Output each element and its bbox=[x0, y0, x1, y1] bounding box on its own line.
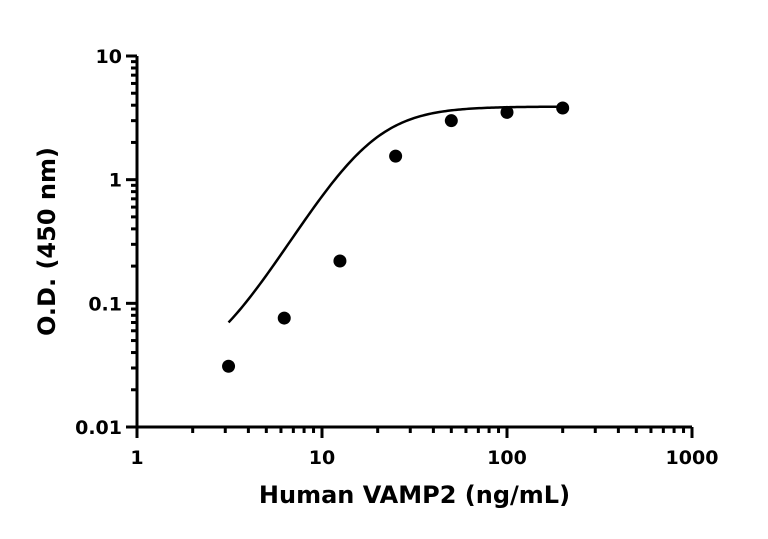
data-point bbox=[277, 311, 291, 325]
x-axis-title: Human VAMP2 (ng/mL) bbox=[259, 481, 570, 509]
y-tick-label: 10 bbox=[96, 46, 122, 68]
y-tick-label: 0.01 bbox=[75, 417, 122, 439]
y-tick-label: 0.1 bbox=[88, 293, 122, 315]
data-point bbox=[556, 101, 570, 115]
x-tick-label: 1 bbox=[130, 447, 143, 469]
y-tick-label: 1 bbox=[109, 170, 122, 192]
data-point bbox=[389, 149, 403, 163]
data-point bbox=[222, 359, 236, 373]
x-tick-label: 100 bbox=[487, 447, 527, 469]
y-axis-title: O.D. (450 nm) bbox=[33, 147, 61, 336]
fit-curve-layer bbox=[227, 105, 563, 324]
fit-curve bbox=[227, 105, 563, 324]
data-point bbox=[333, 254, 347, 268]
data-point bbox=[444, 114, 458, 128]
data-points bbox=[222, 101, 570, 373]
axes: 1 10 100 1000 0.01 0.1 1 10 bbox=[75, 46, 718, 469]
x-tick-label: 1000 bbox=[666, 447, 719, 469]
data-point bbox=[500, 105, 514, 119]
x-tick-label: 10 bbox=[309, 447, 335, 469]
